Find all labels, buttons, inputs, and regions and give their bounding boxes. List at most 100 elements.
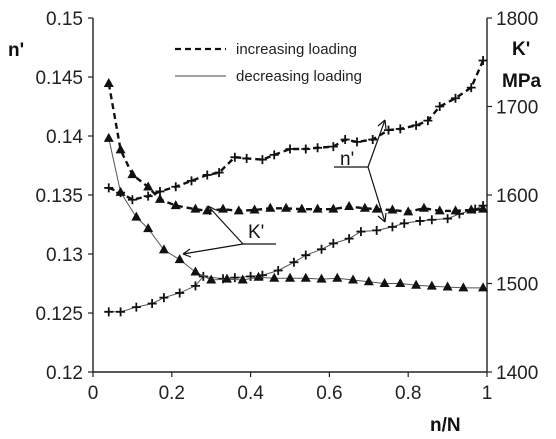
data-point-k-prime-increasing <box>387 204 398 214</box>
y-left-tick-label: 0.13 <box>46 245 83 266</box>
data-point-k-prime-decreasing <box>253 271 264 281</box>
data-point-n-prime-decreasing <box>387 222 397 232</box>
data-point-k-prime-decreasing <box>174 254 185 264</box>
data-point-k-prime-increasing <box>170 200 181 210</box>
y-left-axis-title: n' <box>8 40 24 61</box>
annotation-n-prime: n' <box>340 149 354 170</box>
data-point-n-prime-increasing <box>104 183 114 193</box>
data-point-k-prime-decreasing <box>478 282 489 292</box>
data-point-k-prime-decreasing <box>115 186 126 196</box>
data-point-n-prime-increasing <box>395 124 405 134</box>
x-axis-title: n/N <box>430 415 461 436</box>
data-point-k-prime-decreasing <box>103 132 114 142</box>
data-point-n-prime-decreasing <box>344 234 354 244</box>
annotation-n-prime-arrow-up <box>367 119 386 168</box>
data-point-n-prime-decreasing <box>131 302 141 312</box>
data-point-n-prime-increasing <box>328 142 338 152</box>
data-point-n-prime-decreasing <box>443 214 453 224</box>
ticks-layer: 0 0.2 0.4 0.6 0.8 1 0.12 0.125 0.13 0.135 0.14 0.14… <box>35 9 538 404</box>
data-point-n-prime-increasing <box>269 150 279 160</box>
data-point-n-prime-increasing <box>352 137 362 147</box>
data-point-n-prime-increasing <box>143 191 153 201</box>
data-point-k-prime-increasing <box>249 204 260 214</box>
data-point-k-prime-increasing <box>154 193 165 203</box>
data-point-k-prime-decreasing <box>285 272 295 282</box>
series-line-k-prime-increasing <box>107 83 484 214</box>
y-right-tick-label: 1700 <box>496 98 538 119</box>
data-point-k-prime-increasing <box>218 203 229 213</box>
data-point-n-prime-decreasing <box>301 250 311 260</box>
data-point-n-prime-increasing <box>466 83 476 93</box>
series-line-n-prime-decreasing <box>108 205 484 313</box>
data-point-n-prime-increasing <box>340 135 350 145</box>
data-point-k-prime-increasing <box>233 205 244 215</box>
data-point-n-prime-increasing <box>313 143 323 153</box>
data-point-k-prime-increasing <box>359 202 370 212</box>
data-point-k-prime-increasing <box>466 204 477 214</box>
data-point-n-prime-decreasing <box>190 281 200 291</box>
y-right-tick-label: 1500 <box>496 275 538 296</box>
data-point-k-prime-increasing <box>115 144 126 154</box>
y-left-tick-label: 0.12 <box>46 363 83 384</box>
annotation-k-prime-arrow-up <box>207 205 244 245</box>
y-right-tick-label: 1800 <box>496 9 538 30</box>
y-right-axis-title-unit: MPa <box>502 71 542 92</box>
data-point-k-prime-decreasing <box>348 274 359 284</box>
data-point-k-prime-increasing <box>478 203 489 213</box>
data-point-k-prime-decreasing <box>395 278 406 287</box>
data-point-n-prime-decreasing <box>328 238 338 248</box>
data-point-n-prime-increasing <box>450 93 460 103</box>
data-point-k-prime-decreasing <box>158 244 169 254</box>
y-left-tick-label: 0.15 <box>46 9 83 30</box>
data-point-k-prime-increasing <box>281 202 292 212</box>
series-line-n-prime-increasing <box>108 60 485 201</box>
data-point-n-prime-decreasing <box>289 257 299 267</box>
annotation-k-prime: K' <box>248 222 264 243</box>
data-point-n-prime-increasing <box>435 102 445 111</box>
data-point-k-prime-increasing <box>418 202 429 212</box>
annotation-n-prime-arrowhead-up <box>377 119 387 130</box>
data-point-k-prime-increasing <box>127 169 138 179</box>
data-point-k-prime-decreasing <box>458 282 469 292</box>
data-point-n-prime-increasing <box>368 135 378 145</box>
x-tick-label: 0.6 <box>316 383 342 404</box>
annotation-k-prime-arrowhead-left <box>182 248 192 258</box>
x-tick-label: 0.4 <box>237 383 264 404</box>
data-point-k-prime-decreasing <box>131 211 142 221</box>
data-point-k-prime-increasing <box>296 203 307 213</box>
data-point-n-prime-decreasing <box>104 307 114 317</box>
data-point-k-prime-increasing <box>403 206 414 216</box>
data-point-n-prime-increasing <box>285 144 295 154</box>
legend: increasing loading decreasing loading <box>175 41 362 85</box>
data-point-n-prime-decreasing <box>415 216 425 226</box>
y-right-axis-title-k: K' <box>512 39 530 60</box>
data-point-k-prime-increasing <box>103 77 114 87</box>
data-point-n-prime-increasing <box>230 152 240 162</box>
annotation-k-prime-arrow-left <box>182 243 244 255</box>
data-point-k-prime-increasing <box>143 181 154 191</box>
data-point-k-prime-decreasing <box>221 273 232 283</box>
data-point-n-prime-decreasing <box>427 215 437 225</box>
data-point-n-prime-increasing <box>127 195 137 205</box>
data-point-k-prime-decreasing <box>442 281 453 291</box>
data-point-k-prime-decreasing <box>363 276 374 286</box>
data-point-n-prime-increasing <box>214 168 224 178</box>
series-k-prime-decreasing <box>103 132 489 292</box>
data-point-k-prime-increasing <box>450 205 461 215</box>
data-point-n-prime-increasing <box>187 176 196 186</box>
data-point-n-prime-decreasing <box>356 227 366 237</box>
axis-titles: n' K' MPa n/N <box>8 39 542 436</box>
data-point-n-prime-decreasing <box>399 218 409 228</box>
series-k-prime-increasing <box>103 77 489 216</box>
x-tick-label: 1 <box>482 383 493 404</box>
data-point-k-prime-decreasing <box>332 272 343 282</box>
x-tick-label: 0.8 <box>395 383 421 404</box>
data-point-n-prime-decreasing <box>372 225 382 235</box>
data-point-k-prime-decreasing <box>426 280 437 290</box>
data-point-k-prime-increasing <box>328 203 339 213</box>
data-point-k-prime-decreasing <box>206 274 217 284</box>
x-tick-label: 0 <box>88 383 99 404</box>
data-point-k-prime-decreasing <box>143 223 154 233</box>
data-point-k-prime-increasing <box>265 202 276 212</box>
